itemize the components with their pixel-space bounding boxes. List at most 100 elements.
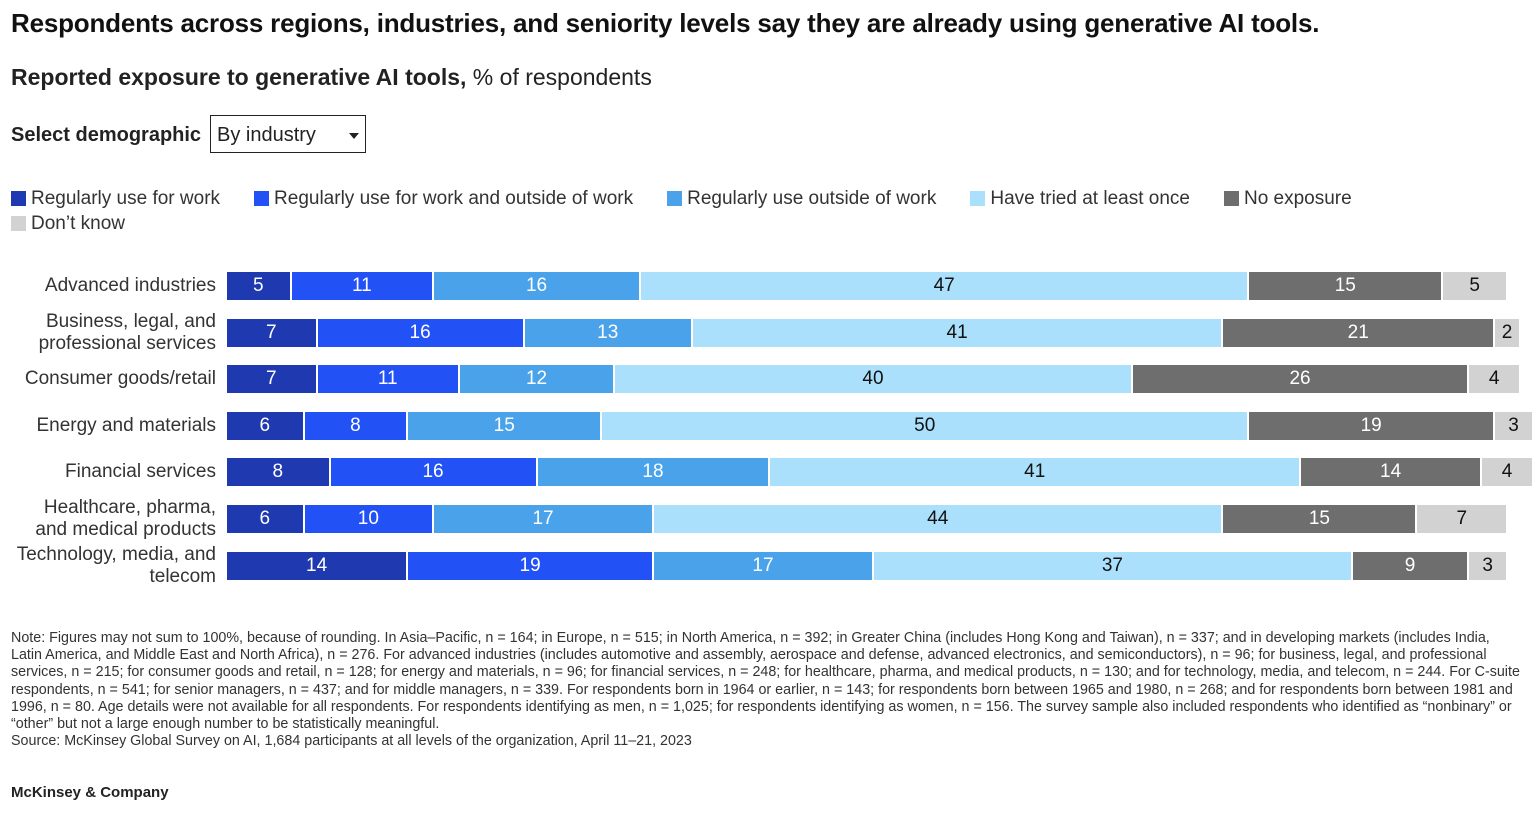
bar-segment: 8 bbox=[304, 411, 407, 440]
bar-segment: 10 bbox=[304, 505, 433, 533]
data-label: 40 bbox=[862, 368, 884, 390]
category-label: Technology, media, and telecom bbox=[16, 543, 216, 587]
data-label: 3 bbox=[1508, 414, 1519, 436]
bar-segment: 15 bbox=[408, 411, 601, 440]
bar-segment: 37 bbox=[874, 551, 1351, 580]
bar-segment: 16 bbox=[317, 318, 523, 347]
data-label: 21 bbox=[1347, 321, 1369, 343]
category-label: Healthcare, pharma, and medical products bbox=[35, 497, 216, 540]
data-label: 10 bbox=[357, 508, 379, 529]
legend-swatch bbox=[667, 191, 683, 206]
bar-segment: 9 bbox=[1352, 551, 1468, 580]
legend-label: Regularly use outside of work bbox=[687, 187, 937, 209]
data-label: 44 bbox=[927, 508, 949, 529]
data-label: 3 bbox=[1482, 554, 1493, 576]
category-label: Advanced industries bbox=[44, 275, 216, 296]
legend-swatch bbox=[1223, 191, 1239, 206]
data-label: 16 bbox=[409, 321, 431, 343]
data-label: 2 bbox=[1501, 321, 1513, 343]
note-text: Note: Figures may not sum to 100%, becau… bbox=[11, 630, 1520, 733]
data-label: 18 bbox=[642, 461, 664, 483]
bar-segment: 41 bbox=[692, 318, 1222, 347]
bar-segment: 3 bbox=[1495, 411, 1532, 440]
bar-segment: 50 bbox=[602, 411, 1248, 440]
data-label: 8 bbox=[272, 461, 284, 483]
legend-swatch bbox=[254, 191, 270, 206]
bar-segment: 6 bbox=[227, 505, 303, 533]
bar-segment: 7 bbox=[227, 365, 316, 394]
legend-label: Regularly use for work and outside of wo… bbox=[274, 187, 634, 209]
bar-segment: 4 bbox=[1469, 365, 1519, 394]
data-label: 26 bbox=[1289, 368, 1311, 390]
data-label: 17 bbox=[532, 508, 554, 529]
bar-segment: 16 bbox=[330, 458, 536, 487]
data-label: 7 bbox=[266, 321, 277, 343]
bar-segment: 19 bbox=[408, 551, 653, 580]
data-label: 14 bbox=[306, 554, 328, 576]
data-label: 19 bbox=[519, 554, 541, 576]
data-label: 12 bbox=[525, 368, 548, 390]
legend-item: Don’t know bbox=[11, 212, 125, 235]
data-label: 7 bbox=[266, 368, 277, 390]
data-label: 5 bbox=[253, 275, 264, 296]
legend-swatch bbox=[970, 191, 986, 206]
bar-segment: 5 bbox=[227, 272, 290, 300]
legend-item: No exposure bbox=[1223, 187, 1352, 210]
legend-label: No exposure bbox=[1243, 187, 1352, 209]
bar-segment: 17 bbox=[434, 505, 652, 533]
bar-segment: 6 bbox=[227, 411, 303, 440]
data-label: 37 bbox=[1101, 554, 1123, 576]
data-label: 7 bbox=[1456, 508, 1468, 529]
data-label: 4 bbox=[1501, 461, 1513, 483]
data-label: 41 bbox=[946, 321, 968, 343]
data-label: 47 bbox=[933, 275, 955, 296]
legend-label: Don’t know bbox=[31, 212, 125, 234]
data-label: 6 bbox=[259, 508, 271, 529]
category-label: Energy and materials bbox=[36, 414, 216, 436]
data-label: 9 bbox=[1404, 554, 1416, 576]
chart-note: Note: Figures may not sum to 100%, becau… bbox=[11, 630, 1521, 750]
bar-segment: 5 bbox=[1443, 272, 1507, 300]
bar-segment: 44 bbox=[654, 505, 1222, 533]
legend-swatch bbox=[11, 191, 26, 206]
data-label: 4 bbox=[1488, 368, 1500, 390]
bar-segment: 18 bbox=[537, 458, 769, 487]
data-label: 16 bbox=[422, 461, 444, 483]
brand-logo: McKinsey & Company bbox=[11, 784, 169, 801]
category-label: Business, legal, and professional service… bbox=[38, 310, 216, 354]
bar-segment: 14 bbox=[227, 551, 407, 580]
legend-item: Have tried at least once bbox=[970, 187, 1190, 210]
data-label: 19 bbox=[1360, 414, 1382, 436]
demographic-select[interactable]: By industry bbox=[210, 115, 366, 153]
data-label: 5 bbox=[1469, 275, 1480, 296]
legend-swatch bbox=[11, 216, 26, 231]
bar-segment: 15 bbox=[1223, 505, 1416, 533]
data-label: 6 bbox=[259, 414, 271, 436]
legend-label: Have tried at least once bbox=[990, 187, 1190, 209]
bar-segment: 41 bbox=[770, 458, 1299, 487]
bar-segment: 4 bbox=[1482, 458, 1532, 487]
demographic-label: Select demographic bbox=[11, 124, 202, 146]
bar-segment: 40 bbox=[615, 365, 1131, 394]
data-label: 15 bbox=[493, 414, 515, 436]
category-label: Financial services bbox=[65, 461, 216, 483]
data-label: 16 bbox=[525, 275, 548, 296]
bar-segment: 14 bbox=[1301, 458, 1481, 487]
bar-segment: 13 bbox=[524, 318, 691, 347]
legend-label: Regularly use for work bbox=[31, 187, 221, 209]
data-label: 41 bbox=[1024, 461, 1046, 483]
bar-segment: 26 bbox=[1132, 365, 1468, 394]
chevron-down-icon bbox=[349, 133, 359, 139]
category-label: Consumer goods/retail bbox=[24, 368, 216, 390]
bar-segment: 11 bbox=[317, 365, 458, 394]
bar-segment: 7 bbox=[1417, 505, 1507, 533]
bar-segment: 19 bbox=[1249, 411, 1494, 440]
legend-item: Regularly use for work bbox=[11, 187, 220, 210]
data-label: 13 bbox=[597, 321, 619, 343]
demographic-select-value: By industry bbox=[217, 124, 316, 146]
chart-subtitle: Reported exposure to generative AI tools… bbox=[11, 64, 652, 91]
data-label: 8 bbox=[350, 414, 361, 436]
bar-segment: 15 bbox=[1249, 272, 1442, 300]
data-label: 11 bbox=[377, 368, 398, 390]
bar-segment: 8 bbox=[227, 458, 329, 487]
